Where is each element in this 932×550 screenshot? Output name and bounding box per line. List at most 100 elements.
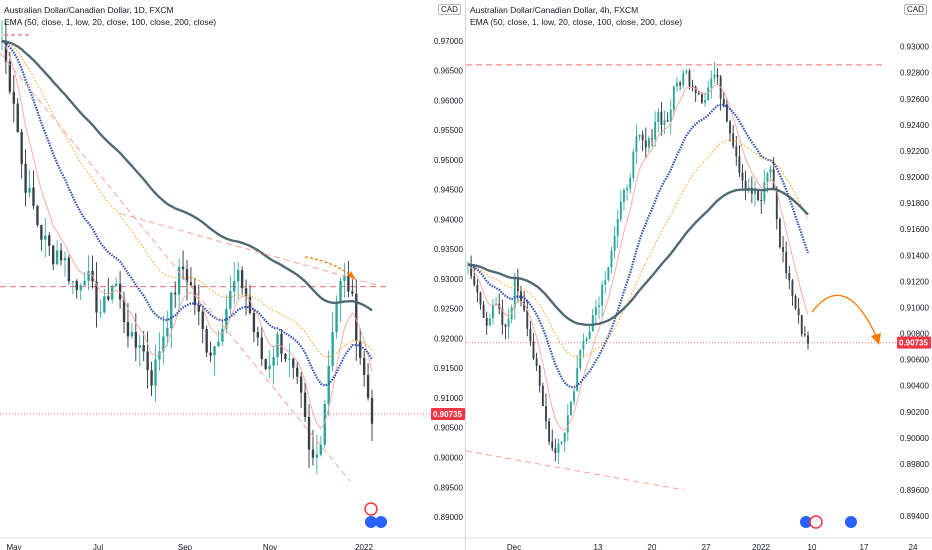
- candle-body: [48, 235, 51, 246]
- candle-body: [725, 104, 728, 122]
- y-tick-label: 0.89500: [434, 483, 463, 492]
- candle-body: [604, 279, 607, 285]
- y-tick-label: 0.90800: [900, 330, 929, 339]
- chart-canvas-4h[interactable]: 0.93000 0.92800 0.92600 0.92400 0.92200 0.920…: [466, 0, 932, 550]
- candle-body: [75, 281, 78, 291]
- candle-body: [701, 94, 703, 103]
- candle-body: [607, 267, 610, 280]
- candle-body: [775, 188, 778, 220]
- ema-100-line: [1, 40, 373, 358]
- candle-body: [785, 251, 788, 273]
- candle-body: [501, 308, 504, 325]
- candle-body: [791, 280, 794, 297]
- candle-body: [782, 247, 784, 252]
- candle-body: [335, 302, 338, 332]
- candle-body: [716, 74, 719, 77]
- candle-body: [669, 109, 672, 122]
- projection-arrow: [304, 256, 355, 279]
- currency-tag-daily[interactable]: CAD: [438, 4, 461, 15]
- candle-body: [488, 318, 491, 326]
- candle-body: [359, 340, 362, 358]
- candle-body: [162, 336, 165, 352]
- candle-body: [67, 257, 71, 282]
- y-tick-label: 0.94000: [434, 215, 463, 224]
- candle-body: [339, 280, 342, 303]
- candle-body: [735, 146, 738, 157]
- candle-body: [526, 310, 529, 329]
- candle-body: [95, 281, 98, 313]
- x-tick-label: 27: [702, 543, 711, 550]
- candle-body: [189, 282, 193, 286]
- chart-pane-daily: Australian Dollar/Canadian Dollar, 1D, F…: [0, 0, 466, 550]
- candle-body: [362, 357, 366, 375]
- currency-tag-4h[interactable]: CAD: [904, 4, 927, 15]
- candle-body: [626, 188, 629, 191]
- candle-body: [763, 182, 766, 202]
- candle-body: [44, 235, 47, 240]
- ema-50-line: [467, 103, 810, 389]
- candle-body: [55, 250, 59, 265]
- candle-body: [16, 103, 19, 133]
- candle-body: [32, 187, 35, 206]
- y-tick-label: 0.94500: [434, 186, 463, 195]
- candle-body: [707, 87, 710, 100]
- candle-body: [660, 111, 663, 125]
- y-tick-label: 0.89000: [434, 513, 463, 522]
- candle-body: [268, 365, 271, 370]
- candle-body: [107, 296, 110, 300]
- candle-body: [563, 432, 566, 443]
- candle-body: [741, 172, 744, 181]
- candle-body: [778, 219, 781, 248]
- candle-body: [551, 441, 554, 449]
- candle-body: [629, 177, 632, 189]
- event-icon: [365, 516, 377, 528]
- candle-body: [485, 317, 488, 326]
- candle-body: [264, 359, 267, 370]
- candle-body: [130, 331, 134, 337]
- candle-body: [710, 78, 713, 88]
- x-tick-label: 2022: [355, 543, 373, 550]
- candle-body: [126, 322, 130, 337]
- candle-body: [619, 201, 622, 220]
- event-icon: [809, 515, 823, 529]
- candle-body: [757, 190, 760, 201]
- candle-body: [114, 283, 118, 286]
- candle-body: [351, 291, 354, 294]
- candle-body: [319, 444, 323, 455]
- y-tick-label: 0.93500: [434, 245, 463, 254]
- candle-body: [672, 86, 675, 110]
- chart-canvas-daily[interactable]: 0.97000 0.96500 0.96000 0.95500 0.95000 0.945…: [0, 0, 466, 550]
- candle-body: [682, 72, 685, 86]
- candle-body: [541, 385, 544, 407]
- candle-body: [233, 281, 236, 292]
- candle-body: [122, 299, 126, 323]
- candle-body: [623, 190, 625, 202]
- y-tick-label: 0.89400: [900, 512, 929, 521]
- candle-body: [51, 245, 55, 265]
- candle-body: [284, 353, 287, 360]
- candle-body: [632, 151, 635, 178]
- last-price-label: 0.90735: [899, 339, 928, 348]
- candle-body: [538, 366, 541, 386]
- y-tick-label: 0.90000: [434, 453, 463, 462]
- x-tick-label: May: [6, 543, 21, 550]
- y-tick-label: 0.92200: [900, 147, 929, 156]
- y-tick-label: 0.91000: [900, 303, 929, 312]
- candle-body: [331, 331, 334, 366]
- candle-body: [40, 225, 43, 240]
- y-tick-label: 0.95500: [434, 126, 463, 135]
- candle-body: [181, 266, 185, 270]
- candle-body: [554, 448, 557, 454]
- candle-body: [138, 345, 141, 348]
- candle-body: [591, 315, 594, 332]
- y-tick-label: 0.90200: [900, 408, 929, 417]
- candle-body: [676, 82, 678, 87]
- candle-body: [20, 132, 23, 164]
- indicator-label-daily: EMA (50, close, 1, low, 20, close, 100, …: [4, 17, 217, 27]
- indicator-label-4h: EMA (50, close, 1, low, 20, close, 100, …: [470, 17, 683, 27]
- candle-body: [217, 341, 220, 347]
- x-tick-label: Sep: [178, 543, 193, 550]
- legend-daily: Australian Dollar/Canadian Dollar, 1D, F…: [4, 4, 216, 28]
- candle-body: [482, 304, 485, 318]
- y-tick-label: 0.89800: [900, 460, 929, 469]
